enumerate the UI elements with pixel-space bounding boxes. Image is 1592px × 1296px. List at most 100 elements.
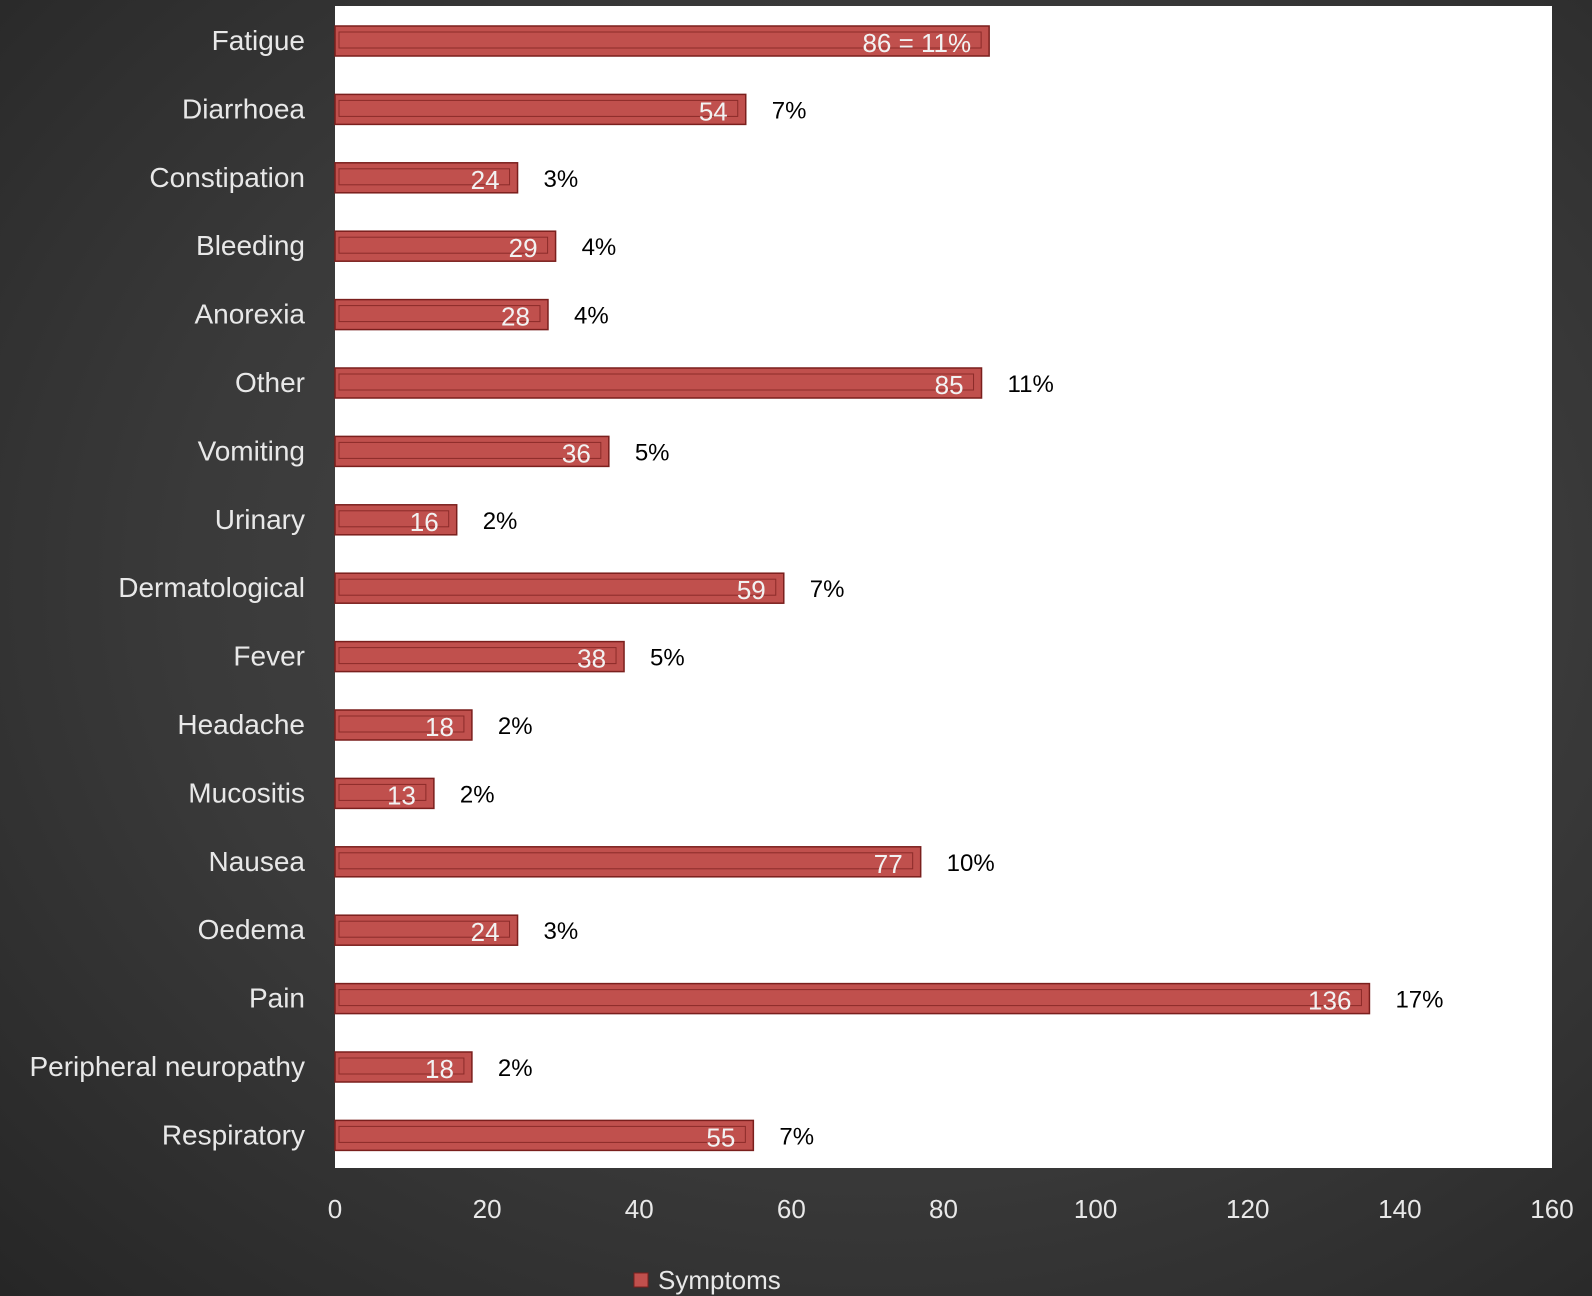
data-label: 55 — [706, 1122, 735, 1152]
bar-inner-frame — [338, 31, 982, 49]
category-label: Pain — [249, 983, 305, 1014]
legend: Symptoms — [633, 1265, 781, 1295]
bar-inner-frame — [338, 441, 602, 459]
bars-group: 86 = 11% 54 7% 24 3% 29 4% 28 4% 85 11% 36 5% 16 2% 59 7… — [334, 25, 1443, 1152]
data-label: 136 — [1308, 986, 1351, 1016]
bar-inner-frame — [338, 852, 914, 870]
bar — [334, 777, 435, 810]
data-label: 18 — [425, 1054, 454, 1084]
bar-inner-frame — [338, 168, 511, 186]
category-labels: Fatigue Diarrhoea Constipation Bleeding Anor… — [29, 25, 305, 1150]
bar-inner-frame — [338, 647, 617, 665]
category-label: Fatigue — [212, 25, 305, 56]
x-tick-label: 80 — [929, 1194, 958, 1224]
bar-inner-frame — [338, 236, 549, 254]
category-label: Bleeding — [196, 230, 305, 261]
category-label: Fever — [233, 641, 305, 672]
percent-label: 4% — [574, 303, 609, 330]
category-label: Dermatological — [118, 572, 305, 603]
category-label: Oedema — [198, 914, 306, 945]
bar — [334, 25, 990, 57]
x-tick-label: 160 — [1530, 1194, 1573, 1224]
bar-inner-frame — [338, 578, 777, 596]
bar-inner-frame — [338, 99, 739, 117]
bar-inner-frame — [338, 305, 541, 323]
percent-label: 10% — [947, 850, 995, 877]
category-label: Anorexia — [194, 299, 305, 330]
category-label: Nausea — [208, 846, 305, 877]
percent-label: 7% — [772, 97, 807, 124]
percent-label: 3% — [544, 166, 579, 193]
bar-inner-frame — [338, 1125, 746, 1143]
percent-label: 2% — [460, 781, 495, 808]
bar — [334, 846, 922, 878]
data-label: 86 = 11% — [862, 28, 971, 58]
x-tick-label: 100 — [1074, 1194, 1117, 1224]
category-label: Constipation — [149, 162, 305, 193]
data-label: 24 — [471, 165, 500, 195]
x-tick-label: 140 — [1378, 1194, 1421, 1224]
data-label: 36 — [562, 438, 591, 468]
data-label: 54 — [699, 96, 728, 126]
bar — [334, 914, 519, 946]
x-axis-ticks: 0 20 40 60 80 100 120 140 160 — [328, 1194, 1574, 1224]
bar — [334, 982, 1371, 1015]
bar — [334, 709, 473, 741]
percent-label: 7% — [779, 1123, 814, 1150]
category-label: Other — [235, 367, 305, 398]
bar — [334, 367, 983, 399]
bar — [334, 1051, 473, 1083]
percent-label: 7% — [810, 576, 845, 603]
percent-label: 2% — [483, 508, 518, 535]
legend-label: Symptoms — [658, 1265, 781, 1295]
percent-label: 2% — [498, 713, 533, 740]
bar — [334, 640, 625, 673]
percent-label: 5% — [635, 439, 670, 466]
percent-label: 5% — [650, 645, 685, 672]
x-tick-label: 60 — [777, 1194, 806, 1224]
percent-label: 3% — [544, 918, 579, 945]
legend-swatch — [633, 1272, 649, 1288]
bar — [334, 572, 785, 604]
data-label: 29 — [509, 233, 538, 263]
bar-inner-frame — [338, 1057, 465, 1075]
category-label: Mucositis — [188, 777, 305, 808]
data-label: 59 — [737, 575, 766, 605]
data-label: 28 — [501, 302, 530, 332]
data-label: 24 — [471, 917, 500, 947]
data-label: 85 — [935, 370, 964, 400]
bar-inner-frame — [338, 510, 450, 528]
percent-label: 17% — [1395, 987, 1443, 1014]
bar-inner-frame — [338, 715, 465, 733]
x-tick-label: 40 — [625, 1194, 654, 1224]
bar — [334, 435, 610, 468]
bar — [334, 230, 557, 262]
bar-inner-frame — [338, 783, 427, 801]
bar — [334, 93, 747, 126]
bar-inner-frame — [338, 989, 1362, 1007]
data-label: 77 — [874, 849, 903, 879]
data-label: 38 — [577, 644, 606, 674]
bar — [334, 1119, 755, 1152]
bar — [334, 298, 549, 331]
category-label: Urinary — [215, 504, 305, 535]
category-label: Diarrhoea — [182, 93, 305, 124]
x-tick-label: 120 — [1226, 1194, 1269, 1224]
data-label: 16 — [410, 507, 439, 537]
percent-label: 2% — [498, 1055, 533, 1082]
bar-inner-frame — [338, 373, 975, 391]
category-label: Vomiting — [198, 435, 305, 466]
category-label: Headache — [177, 709, 305, 740]
percent-label: 11% — [1008, 371, 1054, 398]
data-label: 18 — [425, 712, 454, 742]
x-tick-label: 20 — [473, 1194, 502, 1224]
bar — [334, 504, 458, 536]
bar — [334, 162, 519, 194]
category-label: Peripheral neuropathy — [29, 1051, 305, 1082]
bar-inner-frame — [338, 920, 511, 938]
category-label: Respiratory — [162, 1119, 305, 1150]
percent-label: 4% — [582, 234, 617, 261]
data-label: 13 — [387, 780, 416, 810]
x-tick-label: 0 — [328, 1194, 342, 1224]
